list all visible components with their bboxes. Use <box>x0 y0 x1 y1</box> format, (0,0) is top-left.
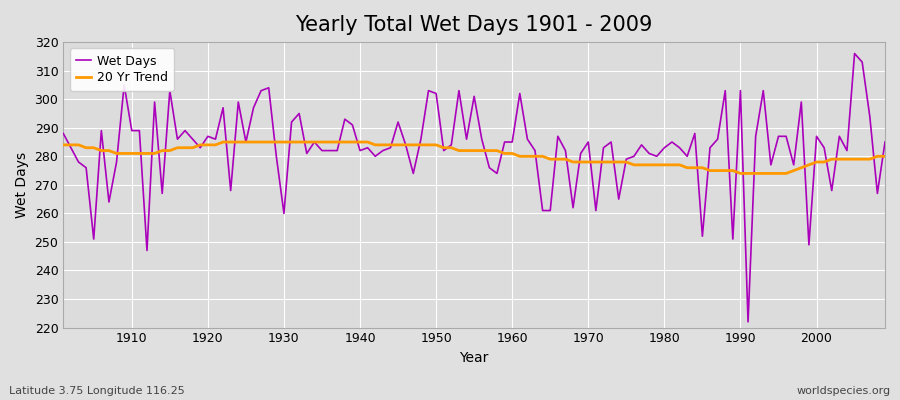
Text: Latitude 3.75 Longitude 116.25: Latitude 3.75 Longitude 116.25 <box>9 386 184 396</box>
Wet Days <box>500 140 510 144</box>
Wet Days <box>332 148 343 153</box>
20 Yr Trend <box>58 142 68 147</box>
20 Yr Trend <box>339 140 350 144</box>
Line: 20 Yr Trend: 20 Yr Trend <box>63 142 885 174</box>
Title: Yearly Total Wet Days 1901 - 2009: Yearly Total Wet Days 1901 - 2009 <box>295 15 652 35</box>
Y-axis label: Wet Days: Wet Days <box>15 152 29 218</box>
20 Yr Trend <box>515 154 526 159</box>
Wet Days <box>850 51 860 56</box>
20 Yr Trend <box>606 160 616 164</box>
20 Yr Trend <box>293 140 304 144</box>
Wet Days <box>879 140 890 144</box>
Line: Wet Days: Wet Days <box>63 54 885 322</box>
Wet Days <box>742 320 753 324</box>
20 Yr Trend <box>735 171 746 176</box>
Wet Days <box>119 82 130 87</box>
Wet Days <box>598 145 609 150</box>
Text: worldspecies.org: worldspecies.org <box>796 386 891 396</box>
Wet Days <box>507 140 517 144</box>
20 Yr Trend <box>119 151 130 156</box>
Wet Days <box>286 120 297 124</box>
Legend: Wet Days, 20 Yr Trend: Wet Days, 20 Yr Trend <box>69 48 175 91</box>
X-axis label: Year: Year <box>460 351 489 365</box>
20 Yr Trend <box>218 140 229 144</box>
20 Yr Trend <box>507 151 517 156</box>
Wet Days <box>58 131 68 136</box>
20 Yr Trend <box>879 154 890 159</box>
